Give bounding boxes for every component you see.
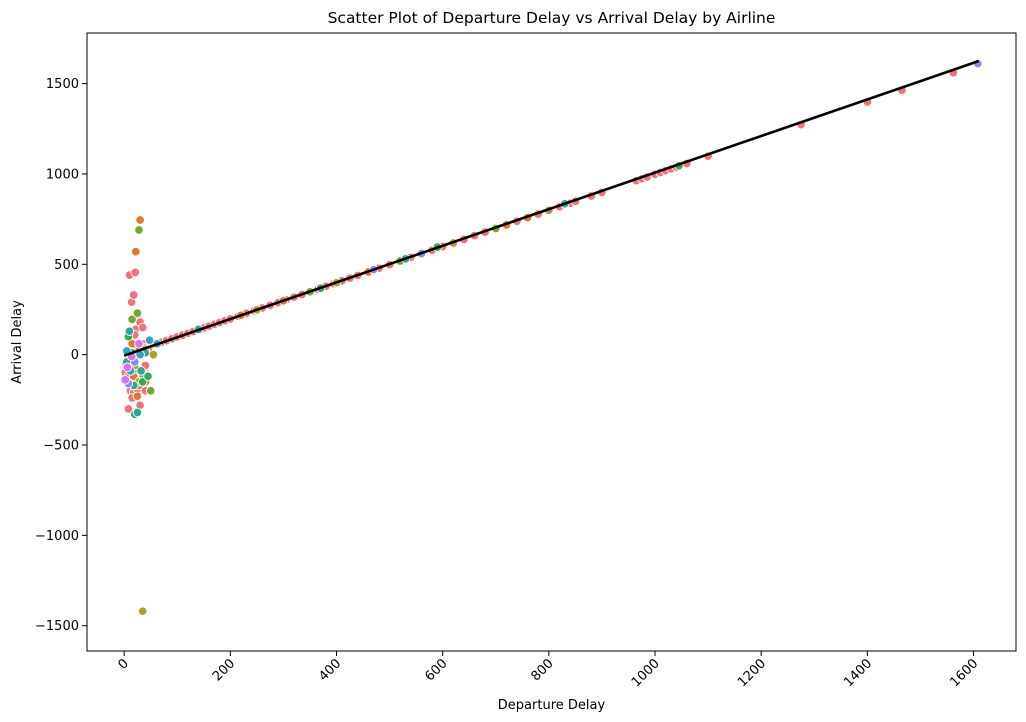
x-tick-label: 1000 [629,656,663,690]
x-tick-label: 600 [422,656,450,684]
scatter-point [134,225,144,235]
scatter-point [144,335,155,345]
scatter-point [137,322,148,333]
scatter-point [145,386,156,396]
scatter-point [132,407,143,418]
scatter-point [132,308,143,318]
y-tick-label: −1500 [35,619,79,634]
x-tick-label: 200 [210,656,238,684]
plot-area-frame [86,32,1017,652]
x-axis-title: Departure Delay [498,698,606,713]
chart-title: Scatter Plot of Departure Delay vs Arriv… [328,9,776,27]
trend-line [123,59,980,357]
x-tick-label: 0 [116,656,132,672]
scatter-point [120,375,130,385]
scatter-point [136,366,146,376]
scatter-point [128,290,139,300]
scatter-point [124,326,135,336]
x-tick-label: 1600 [947,656,981,690]
x-tick-label: 800 [529,656,557,684]
scatter-point [135,215,145,225]
y-tick-label: 1000 [46,167,79,182]
scatter-point [130,267,141,278]
x-tick-label: 1400 [841,656,875,690]
y-axis: −1500 −1000 −500 0 500 1000 1500 [35,77,87,634]
scatter-point [123,404,134,414]
scatter-point [143,371,153,382]
x-tick-label: 1200 [735,656,769,690]
scatter-point [134,339,144,349]
x-axis: 0 200 400 600 800 1000 1200 1400 1600 [116,651,981,690]
scatter-point [127,314,137,325]
y-axis-title: Arrival Delay [10,300,25,384]
scatter-point [137,606,148,616]
y-tick-label: 0 [71,348,79,363]
y-tick-label: −1000 [35,529,79,544]
y-tick-label: −500 [43,439,79,454]
y-tick-label: 1500 [46,77,79,92]
scatter-point [131,246,141,257]
trend-layer [123,59,980,357]
scatter-point [122,362,133,373]
scatter-point [148,349,159,360]
scatter-point [132,391,143,401]
y-tick-label: 500 [54,258,79,273]
x-tick-label: 400 [316,656,344,684]
points-layer [120,58,983,616]
